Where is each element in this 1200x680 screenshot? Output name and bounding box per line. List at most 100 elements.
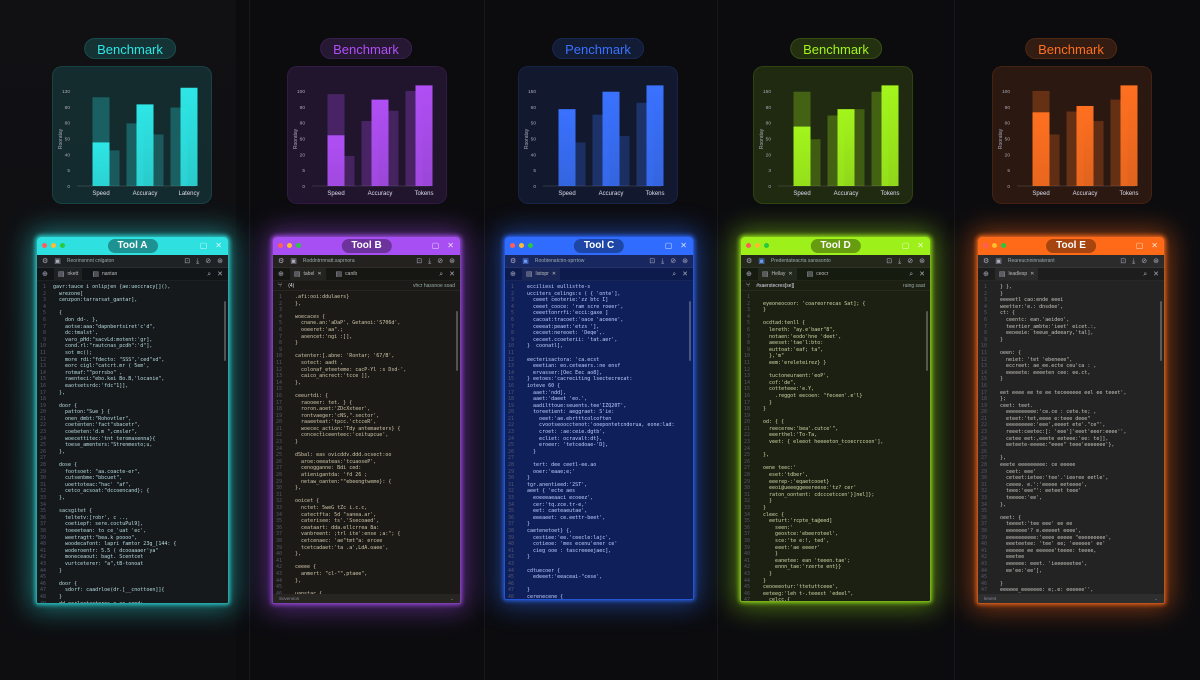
search-icon[interactable]: ⌕ <box>207 270 212 278</box>
editor-tab[interactable]: ▤ listopr ✕ <box>521 268 561 280</box>
link-icon[interactable]: ⊘ <box>205 257 212 265</box>
toolbar-path[interactable]: Predentateacrta sanssonto <box>770 258 831 264</box>
minimize-button[interactable] <box>287 243 292 248</box>
code-editor[interactable]: 1 .afi:ooi:ddulaers} 2 }, 3 4 woecaces {5 c… <box>273 291 460 594</box>
settings-icon[interactable]: ⚙ <box>278 257 285 265</box>
save-icon[interactable]: ⊡ <box>1120 257 1127 265</box>
close-icon[interactable]: ✕ <box>680 241 687 250</box>
toolbar-path[interactable]: Roobtenatctro-sprrtow <box>534 258 585 264</box>
editor-tab[interactable]: ▤ ceocr <box>803 268 833 280</box>
link-icon[interactable]: ⊘ <box>1141 257 1148 265</box>
close-button[interactable] <box>42 243 47 248</box>
toolbar-path[interactable]: Reareucnninnaterant <box>1007 258 1055 264</box>
editor-tab[interactable]: ▤ leadlesp ✕ <box>994 268 1039 280</box>
editor-tab[interactable]: ▤ canib <box>332 268 362 280</box>
settings-icon[interactable]: ⚙ <box>746 257 753 265</box>
minimize-button[interactable] <box>51 243 56 248</box>
scrollbar[interactable] <box>689 301 691 361</box>
maximize-button[interactable] <box>528 243 533 248</box>
search-icon[interactable]: ⌕ <box>672 270 677 278</box>
search-icon[interactable]: ⌕ <box>909 270 914 278</box>
globe-icon[interactable]: ⊕ <box>42 270 48 278</box>
close-panel-icon[interactable]: ✕ <box>217 270 223 278</box>
close-button[interactable] <box>746 243 751 248</box>
scrollbar[interactable] <box>456 311 458 371</box>
globe-icon[interactable]: ⊕ <box>983 270 989 278</box>
search-icon[interactable]: ⌕ <box>1143 270 1148 278</box>
title-bar[interactable]: Tool E ▢ ✕ <box>978 237 1164 255</box>
settings-icon[interactable]: ⚙ <box>42 257 49 265</box>
title-bar[interactable]: Tool A ▢ ✕ <box>37 237 228 255</box>
gear-icon[interactable]: ⊛ <box>1153 257 1159 265</box>
close-icon[interactable]: ✕ <box>447 241 454 250</box>
expand-icon[interactable]: ▢ <box>901 241 910 250</box>
download-icon[interactable]: ⤓ <box>661 257 665 265</box>
save-icon[interactable]: ⊡ <box>886 257 893 265</box>
scrollbar[interactable] <box>224 301 226 361</box>
close-icon[interactable]: ✕ <box>215 241 222 250</box>
maximize-button[interactable] <box>764 243 769 248</box>
editor-tab[interactable]: ▤ Hellay ✕ <box>757 268 797 280</box>
download-icon[interactable]: ⤓ <box>428 257 432 265</box>
link-icon[interactable]: ⊘ <box>670 257 677 265</box>
settings-icon[interactable]: ⚙ <box>983 257 990 265</box>
chevron-down-icon[interactable]: ⌄ <box>1154 595 1158 601</box>
save-icon[interactable]: ⊡ <box>649 257 656 265</box>
code-editor[interactable]: 1 ecciliesi eullistte-s 2 ucciters_celing… <box>505 281 693 599</box>
scrollbar[interactable] <box>1160 301 1162 361</box>
title-bar[interactable]: Tool C ▢ ✕ <box>505 237 693 255</box>
scrollbar[interactable] <box>926 311 928 371</box>
code-editor[interactable]: 1 } }, 2 } 3 eeeeetl cao:ende eeei 4 weette… <box>978 281 1164 594</box>
globe-icon[interactable]: ⊕ <box>746 270 752 278</box>
toolbar-path[interactable]: Roddntrrnnatt.saprnora <box>302 258 355 264</box>
tab-close-icon[interactable]: ✕ <box>317 271 322 277</box>
tab-close-icon[interactable]: ✕ <box>1030 271 1035 277</box>
download-icon[interactable]: ⤓ <box>196 257 200 265</box>
gear-icon[interactable]: ⊛ <box>449 257 455 265</box>
chevron-down-icon[interactable]: ⌄ <box>450 595 454 601</box>
close-icon[interactable]: ✕ <box>1151 241 1158 250</box>
maximize-button[interactable] <box>296 243 301 248</box>
title-bar[interactable]: Tool D ▢ ✕ <box>741 237 930 255</box>
download-icon[interactable]: ⤓ <box>898 257 902 265</box>
tab-close-icon[interactable]: ✕ <box>788 271 793 277</box>
settings-icon[interactable]: ⚙ <box>510 257 517 265</box>
editor-tab[interactable]: ▤ nkett <box>53 268 83 280</box>
save-icon[interactable]: ⊡ <box>184 257 191 265</box>
close-button[interactable] <box>983 243 988 248</box>
maximize-button[interactable] <box>60 243 65 248</box>
gear-icon[interactable]: ⊛ <box>919 257 925 265</box>
close-panel-icon[interactable]: ✕ <box>1153 270 1159 278</box>
branch-icon[interactable]: ⑂ <box>746 282 751 289</box>
close-panel-icon[interactable]: ✕ <box>682 270 688 278</box>
link-icon[interactable]: ⊘ <box>907 257 914 265</box>
close-button[interactable] <box>510 243 515 248</box>
minimize-button[interactable] <box>992 243 997 248</box>
minimize-button[interactable] <box>755 243 760 248</box>
download-icon[interactable]: ⤓ <box>1132 257 1136 265</box>
expand-icon[interactable]: ▢ <box>1135 241 1144 250</box>
close-panel-icon[interactable]: ✕ <box>919 270 925 278</box>
expand-icon[interactable]: ▢ <box>664 241 673 250</box>
gear-icon[interactable]: ⊛ <box>682 257 688 265</box>
close-icon[interactable]: ✕ <box>917 241 924 250</box>
search-icon[interactable]: ⌕ <box>439 270 444 278</box>
expand-icon[interactable]: ▢ <box>199 241 208 250</box>
expand-icon[interactable]: ▢ <box>431 241 440 250</box>
minimize-button[interactable] <box>519 243 524 248</box>
title-bar[interactable]: Tool B ▢ ✕ <box>273 237 460 255</box>
close-button[interactable] <box>278 243 283 248</box>
save-icon[interactable]: ⊡ <box>416 257 423 265</box>
gear-icon[interactable]: ⊛ <box>217 257 223 265</box>
globe-icon[interactable]: ⊕ <box>278 270 284 278</box>
tab-close-icon[interactable]: ✕ <box>551 271 557 277</box>
editor-tab[interactable]: ▤ nantan <box>88 268 121 280</box>
branch-icon[interactable]: ⑂ <box>278 282 283 289</box>
editor-tab[interactable]: ▤ tabel ✕ <box>289 268 326 280</box>
link-icon[interactable]: ⊘ <box>437 257 444 265</box>
maximize-button[interactable] <box>1001 243 1006 248</box>
close-panel-icon[interactable]: ✕ <box>449 270 455 278</box>
globe-icon[interactable]: ⊕ <box>510 270 516 278</box>
code-editor[interactable]: 1 gavr:tauce i onlipjen {ae:ueccracy[](),… <box>37 281 228 603</box>
